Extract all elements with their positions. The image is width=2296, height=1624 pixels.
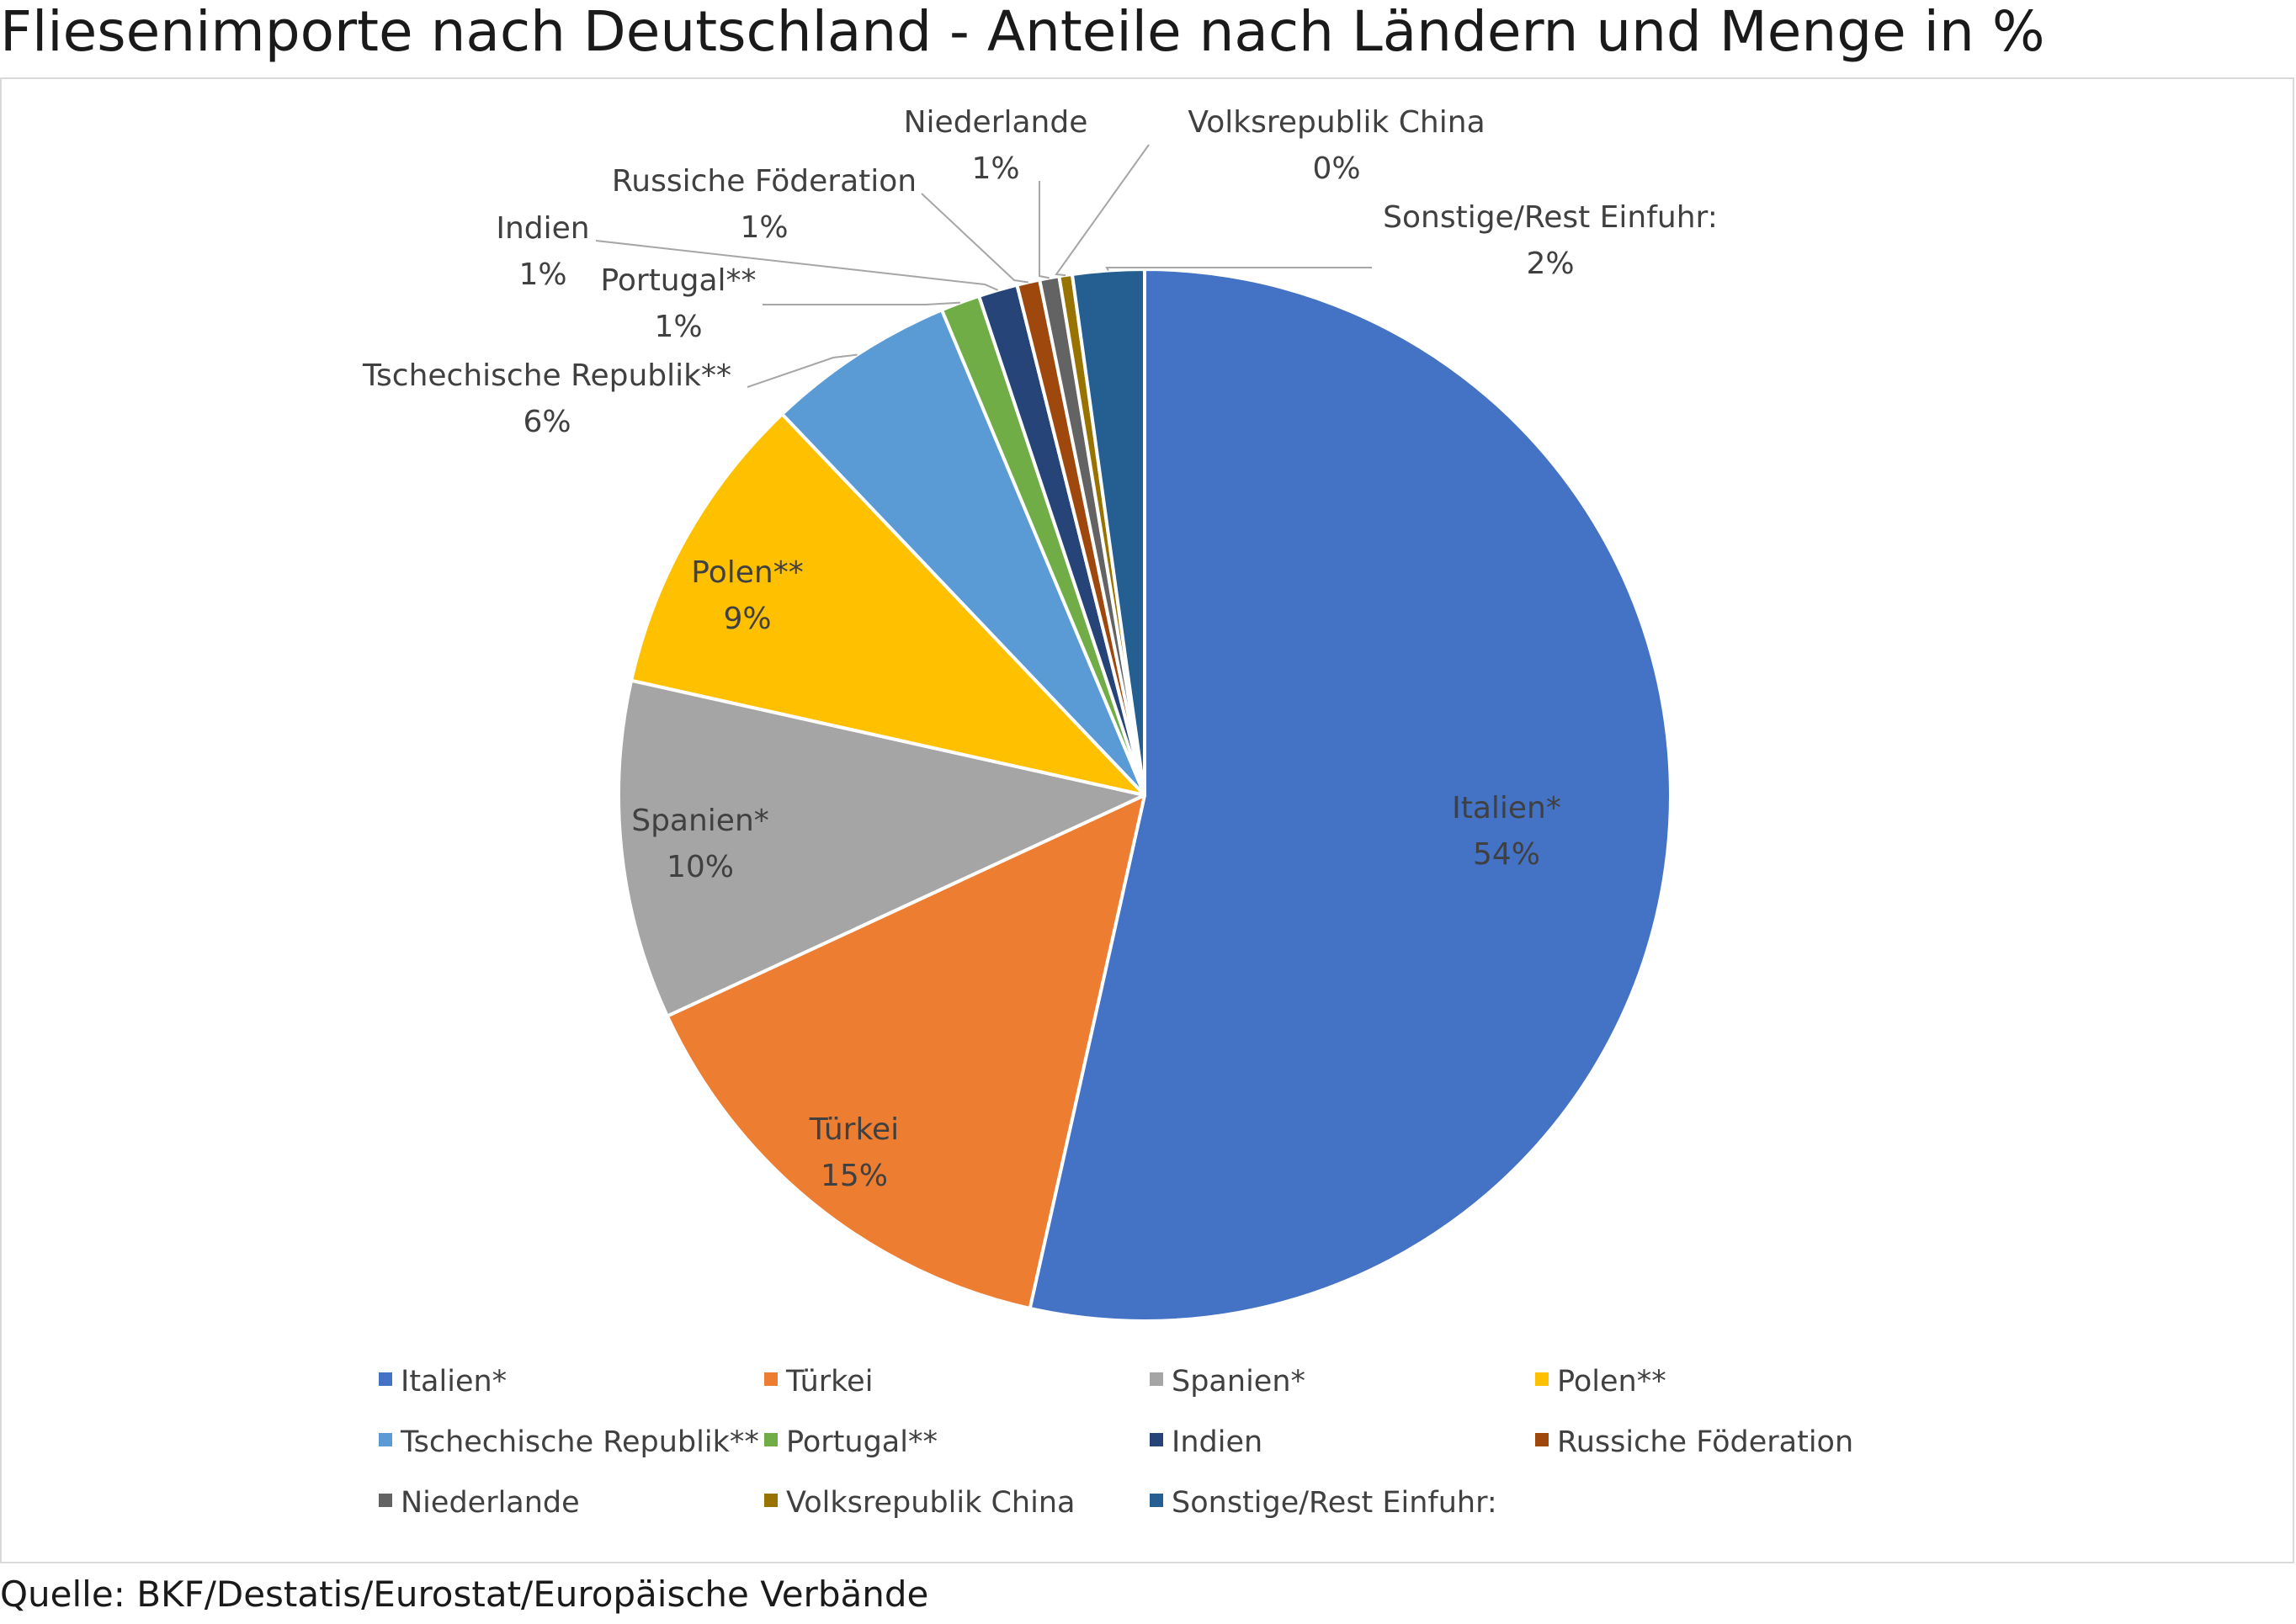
legend-swatch: [379, 1372, 392, 1386]
legend-label: Indien: [1172, 1425, 1262, 1459]
legend-item-indien[interactable]: Indien: [1150, 1425, 1262, 1459]
legend-label: Russiche Föderation: [1557, 1425, 1853, 1459]
pie-slice-sonstige-rest-einfuhr[interactable]: [1070, 268, 1146, 797]
leader-line-indien: [595, 240, 999, 291]
data-label-name-russiche-foederation: Russiche Föderation: [612, 164, 917, 199]
data-label-value-niederlande: 1%: [971, 151, 1019, 186]
legend-label: Türkei: [785, 1365, 873, 1398]
legend-item-volksrepublik-china[interactable]: Volksrepublik China: [764, 1486, 1075, 1520]
legend-label: Spanien*: [1172, 1365, 1305, 1398]
legend-item-russiche-foederation[interactable]: Russiche Föderation: [1535, 1425, 1853, 1459]
leader-line-russiche-foederation: [921, 193, 1028, 284]
legend-swatch: [1150, 1372, 1163, 1386]
data-label-name-volksrepublik-china: Volksrepublik China: [1188, 105, 1485, 140]
data-label-name-indien: Indien: [496, 211, 589, 246]
data-label-name-polen: Polen**: [691, 555, 803, 590]
legend-label: Tschechische Republik**: [400, 1425, 759, 1459]
leader-line-tschechische-republik: [747, 353, 858, 388]
data-label-name-spanien: Spanien*: [631, 804, 769, 838]
data-label-value-portugal: 1%: [654, 310, 702, 344]
data-label-value-tschechische-republik: 6%: [523, 405, 571, 439]
data-label-value-tuerkei: 15%: [821, 1159, 888, 1193]
data-label-value-volksrepublik-china: 0%: [1312, 151, 1360, 186]
chart-title: Fliesenimporte nach Deutschland - Anteil…: [0, 0, 2045, 64]
legend-label: Portugal**: [786, 1425, 938, 1459]
data-label-value-spanien: 10%: [667, 850, 734, 884]
leader-line-niederlande: [1039, 181, 1050, 279]
legend-label: Italien*: [401, 1365, 507, 1398]
legend-swatch: [1150, 1494, 1163, 1507]
legend-swatch: [379, 1433, 392, 1446]
leader-line-portugal: [763, 301, 960, 305]
data-label-name-tuerkei: Türkei: [809, 1112, 899, 1147]
pie-slice-spanien[interactable]: [617, 678, 1146, 1018]
data-label-value-sonstige-rest-einfuhr: 2%: [1526, 247, 1574, 281]
legend-swatch: [764, 1372, 778, 1386]
data-label-name-portugal: Portugal**: [600, 263, 756, 298]
pie-slice-polen[interactable]: [630, 412, 1146, 797]
legend-swatch: [1535, 1433, 1549, 1446]
source-note: Quelle: BKF/Destatis/Eurostat/Europäisch…: [0, 1574, 929, 1615]
data-label-name-tschechische-republik: Tschechische Republik**: [362, 358, 731, 393]
legend-label: Polen**: [1557, 1365, 1666, 1398]
data-label-value-italien: 54%: [1473, 837, 1540, 872]
pie-slice-tuerkei[interactable]: [665, 793, 1146, 1310]
legend-swatch: [764, 1494, 778, 1507]
legend-label: Niederlande: [401, 1486, 580, 1520]
data-label-name-sonstige-rest-einfuhr: Sonstige/Rest Einfuhr:: [1383, 200, 1718, 235]
legend-item-sonstige-rest-einfuhr[interactable]: Sonstige/Rest Einfuhr:: [1150, 1486, 1497, 1520]
pie-slice-italien[interactable]: [1028, 268, 1672, 1323]
chart-area: [0, 77, 2294, 1563]
legend-label: Volksrepublik China: [786, 1486, 1075, 1520]
leader-line-volksrepublik-china: [1055, 144, 1150, 277]
legend-item-polen[interactable]: Polen**: [1535, 1365, 1666, 1398]
data-label-name-niederlande: Niederlande: [904, 105, 1088, 140]
legend-item-spanien[interactable]: Spanien*: [1150, 1365, 1305, 1398]
data-label-value-russiche-foederation: 1%: [740, 210, 788, 245]
legend-item-tuerkei[interactable]: Türkei: [764, 1365, 873, 1398]
data-label-value-polen: 9%: [723, 602, 771, 636]
legend-swatch: [1150, 1433, 1163, 1446]
legend-swatch: [379, 1494, 392, 1507]
legend-swatch: [764, 1433, 778, 1446]
data-label-value-indien: 1%: [518, 257, 566, 292]
data-label-name-italien: Italien*: [1452, 791, 1561, 825]
leader-line-sonstige-rest-einfuhr: [1105, 267, 1372, 271]
pie-slice-tschechische-republik[interactable]: [780, 308, 1146, 797]
legend-item-niederlande[interactable]: Niederlande: [379, 1486, 580, 1520]
legend-item-italien[interactable]: Italien*: [379, 1365, 507, 1398]
legend-swatch: [1535, 1372, 1549, 1386]
legend-label: Sonstige/Rest Einfuhr:: [1172, 1486, 1497, 1520]
legend-item-tschechische-republik[interactable]: Tschechische Republik**: [379, 1425, 759, 1459]
legend-item-portugal[interactable]: Portugal**: [764, 1425, 938, 1459]
